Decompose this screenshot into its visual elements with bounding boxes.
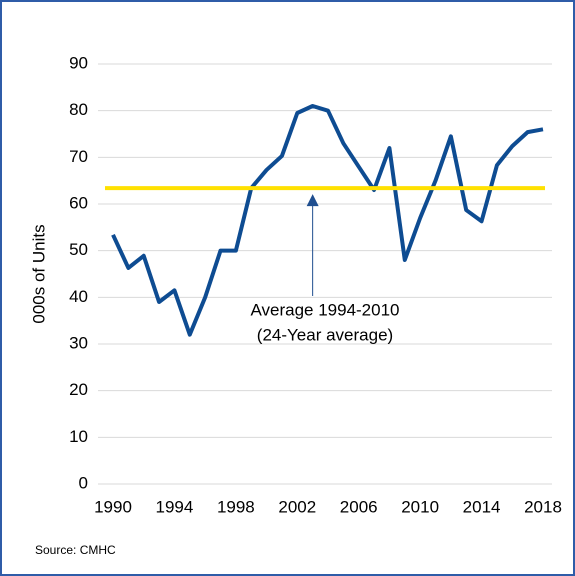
- y-tick-label: 30: [69, 333, 88, 352]
- x-tick-label: 2002: [278, 497, 316, 516]
- x-tick-label: 2014: [463, 497, 501, 516]
- x-tick-label: 1990: [94, 497, 132, 516]
- annotation: (24-Year average): [257, 325, 393, 344]
- x-tick-label: 1994: [156, 497, 194, 516]
- y-tick-label: 70: [69, 147, 88, 166]
- y-tick-label: 0: [79, 473, 88, 492]
- x-tick-label: 2006: [340, 497, 378, 516]
- y-tick-label: 60: [69, 193, 88, 212]
- x-tick-label: 2018: [524, 497, 562, 516]
- x-tick-label: 1998: [217, 497, 255, 516]
- annotation: Average 1994-2010: [250, 300, 399, 319]
- y-tick-label: 10: [69, 427, 88, 446]
- y-tick-label: 20: [69, 380, 88, 399]
- y-tick-label: 80: [69, 100, 88, 119]
- source: Source: CMHC: [35, 543, 116, 557]
- y-tick-label: 40: [69, 287, 88, 306]
- y-axis-label: 000s of Units: [29, 224, 48, 323]
- y-tick-label: 90: [69, 53, 88, 72]
- arrow-head: [306, 194, 319, 207]
- y-tick-label: 50: [69, 240, 88, 259]
- data-line: [111, 104, 544, 337]
- x-tick-label: 2010: [401, 497, 439, 516]
